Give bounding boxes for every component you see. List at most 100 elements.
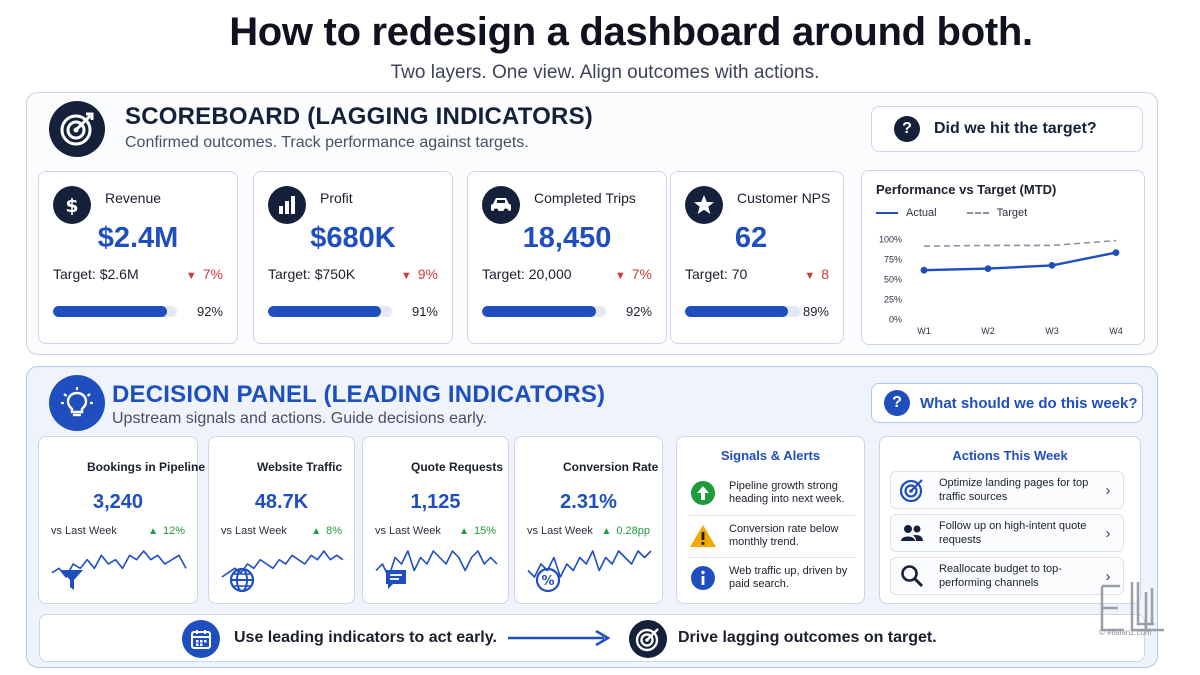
kpi-delta-value: 9%: [417, 266, 438, 282]
people-icon: [899, 520, 925, 546]
series-line-target: [923, 239, 1117, 247]
funnel-icon: [49, 457, 83, 590]
arrow-up-icon: [689, 479, 717, 507]
lead-delta: ▲ 0.28pp: [601, 525, 650, 537]
lead-card-quote-requests: Quote Requests 1,125 vs Last Week ▲ 15%: [362, 436, 509, 604]
decision-subtitle: Upstream signals and actions. Guide deci…: [112, 410, 487, 427]
percent-icon: %: [525, 457, 561, 593]
legend-target-label: Target: [996, 207, 1028, 219]
signal-item[interactable]: Pipeline growth strong heading into next…: [689, 473, 855, 513]
action-text: Optimize landing pages for top traffic s…: [939, 477, 1089, 503]
lead-delta-value: 0.28pp: [616, 525, 650, 537]
sparkline-path: [527, 550, 652, 578]
lead-value: 2.31%: [560, 491, 617, 513]
sparkline-path: [375, 550, 498, 578]
up-triangle-icon: ▲: [148, 526, 158, 537]
y-tick-label: 50%: [884, 275, 902, 285]
warning-icon: [689, 522, 717, 550]
signal-item[interactable]: Web traffic up, driven by paid search.: [689, 557, 855, 597]
kpi-value: 18,450: [522, 222, 612, 254]
performance-chart: Performance vs Target (MTD) Actual Targe…: [861, 170, 1145, 345]
series-line-actual: [923, 251, 1117, 272]
down-triangle-icon: ▼: [185, 270, 197, 282]
kpi-card-profit: Profit $680K Target: $750K ▼ 9% 91%: [253, 171, 453, 344]
actions-card: Actions This Week Optimize landing pages…: [879, 436, 1141, 604]
signals-title: Signals & Alerts: [720, 448, 821, 463]
sparkline-path: [51, 550, 187, 578]
signal-text: Web traffic up, driven by paid search.: [729, 564, 848, 590]
kpi-percent: 91%: [411, 304, 438, 319]
actions-title: Actions This Week: [952, 448, 1068, 463]
kpi-delta-value: 8: [821, 266, 829, 282]
sparkline: [527, 550, 652, 578]
chevron-right-icon: ›: [1105, 481, 1111, 499]
arrow-right-icon: [508, 629, 611, 647]
lead-card-conversion-rate: % Conversion Rate 2.31% vs Last Week ▲ 0.…: [514, 436, 663, 604]
kpi-target: Target: $750K: [268, 266, 356, 282]
kpi-percent: 89%: [802, 304, 829, 319]
target-icon: [629, 620, 667, 658]
legend-target-swatch: [966, 212, 989, 214]
kpi-delta: ▼ 7%: [615, 266, 652, 282]
legend-actual-label: Actual: [906, 207, 937, 219]
kpi-name: Customer NPS: [737, 190, 831, 206]
chart-legend: Actual Target: [876, 207, 1027, 219]
kpi-delta: ▼ 7%: [186, 266, 223, 282]
kpi-delta-value: 7%: [631, 266, 652, 282]
kpi-target: Target: 20,000: [482, 266, 572, 282]
globe-icon: [219, 457, 255, 593]
kpi-progress-bar: [268, 306, 392, 317]
info-icon: [689, 564, 717, 592]
kpi-delta-value: 7%: [202, 266, 223, 282]
lead-compare-label: vs Last Week: [527, 525, 593, 537]
bottom-right-text: Drive lagging outcomes on target.: [678, 629, 937, 646]
chevron-right-icon: ›: [1105, 567, 1111, 585]
lead-card-website-traffic: Website Traffic 48.7K vs Last Week ▲ 8%: [208, 436, 355, 604]
action-item-optimize-landing-pages[interactable]: Optimize landing pages for top traffic s…: [890, 471, 1124, 509]
scoreboard-question-text: Did we hit the target?: [934, 120, 1097, 137]
x-tick-label: W4: [1109, 326, 1123, 336]
bar-chart-icon: [268, 186, 306, 224]
kpi-card-completed-trips: Completed Trips 18,450 Target: 20,000 ▼ 7…: [467, 171, 667, 344]
action-text: Reallocate budget to top-performing chan…: [939, 563, 1062, 589]
x-tick-label: W2: [981, 326, 995, 336]
calendar-icon: [182, 620, 220, 658]
action-item-follow-up-quotes[interactable]: Follow up on high-intent quote requests …: [890, 514, 1124, 552]
down-triangle-icon: ▼: [614, 270, 626, 282]
star-icon: [685, 186, 723, 224]
kpi-progress-fill: [268, 306, 381, 317]
kpi-target: Target: $2.6M: [53, 266, 139, 282]
kpi-delta: ▼ 8: [804, 266, 829, 282]
action-item-reallocate-budget[interactable]: Reallocate budget to top-performing chan…: [890, 557, 1124, 595]
lead-delta: ▲ 8%: [311, 525, 342, 537]
sparkline: [51, 550, 187, 578]
up-triangle-icon: ▲: [601, 526, 612, 537]
decision-question: ? What should we do this week?: [871, 383, 1143, 423]
signal-item[interactable]: Conversion rate below monthly trend.: [689, 515, 855, 555]
signals-alerts-card: Signals & Alerts Pipeline growth strong …: [676, 436, 865, 604]
y-tick-label: 25%: [884, 295, 902, 305]
sparkline: [375, 550, 498, 578]
lead-value: 3,240: [92, 491, 144, 513]
kpi-progress-fill: [685, 306, 789, 317]
dollar-icon: $: [53, 186, 91, 224]
data-point-actual: [1112, 249, 1120, 256]
kpi-value: 62: [734, 222, 768, 254]
target-icon: [49, 101, 105, 157]
y-tick-label: 100%: [879, 235, 902, 245]
lead-delta: ▲ 12%: [148, 525, 185, 537]
data-point-actual: [984, 265, 992, 272]
lead-value: 1,125: [410, 491, 461, 513]
search-icon: [899, 563, 925, 589]
svg-text:%: %: [541, 574, 554, 589]
brand-url: © elialanz.com: [1099, 628, 1152, 637]
scoreboard-subtitle: Confirmed outcomes. Track performance ag…: [125, 134, 529, 151]
question-icon: ?: [894, 116, 920, 142]
data-point-actual: [920, 266, 928, 274]
sparkline: [221, 550, 344, 578]
down-triangle-icon: ▼: [804, 270, 816, 282]
bottom-left-text: Use leading indicators to act early.: [234, 629, 497, 646]
lead-compare-label: vs Last Week: [51, 525, 117, 537]
signal-text: Pipeline growth strong heading into next…: [729, 480, 845, 505]
lead-delta-value: 12%: [162, 525, 185, 537]
